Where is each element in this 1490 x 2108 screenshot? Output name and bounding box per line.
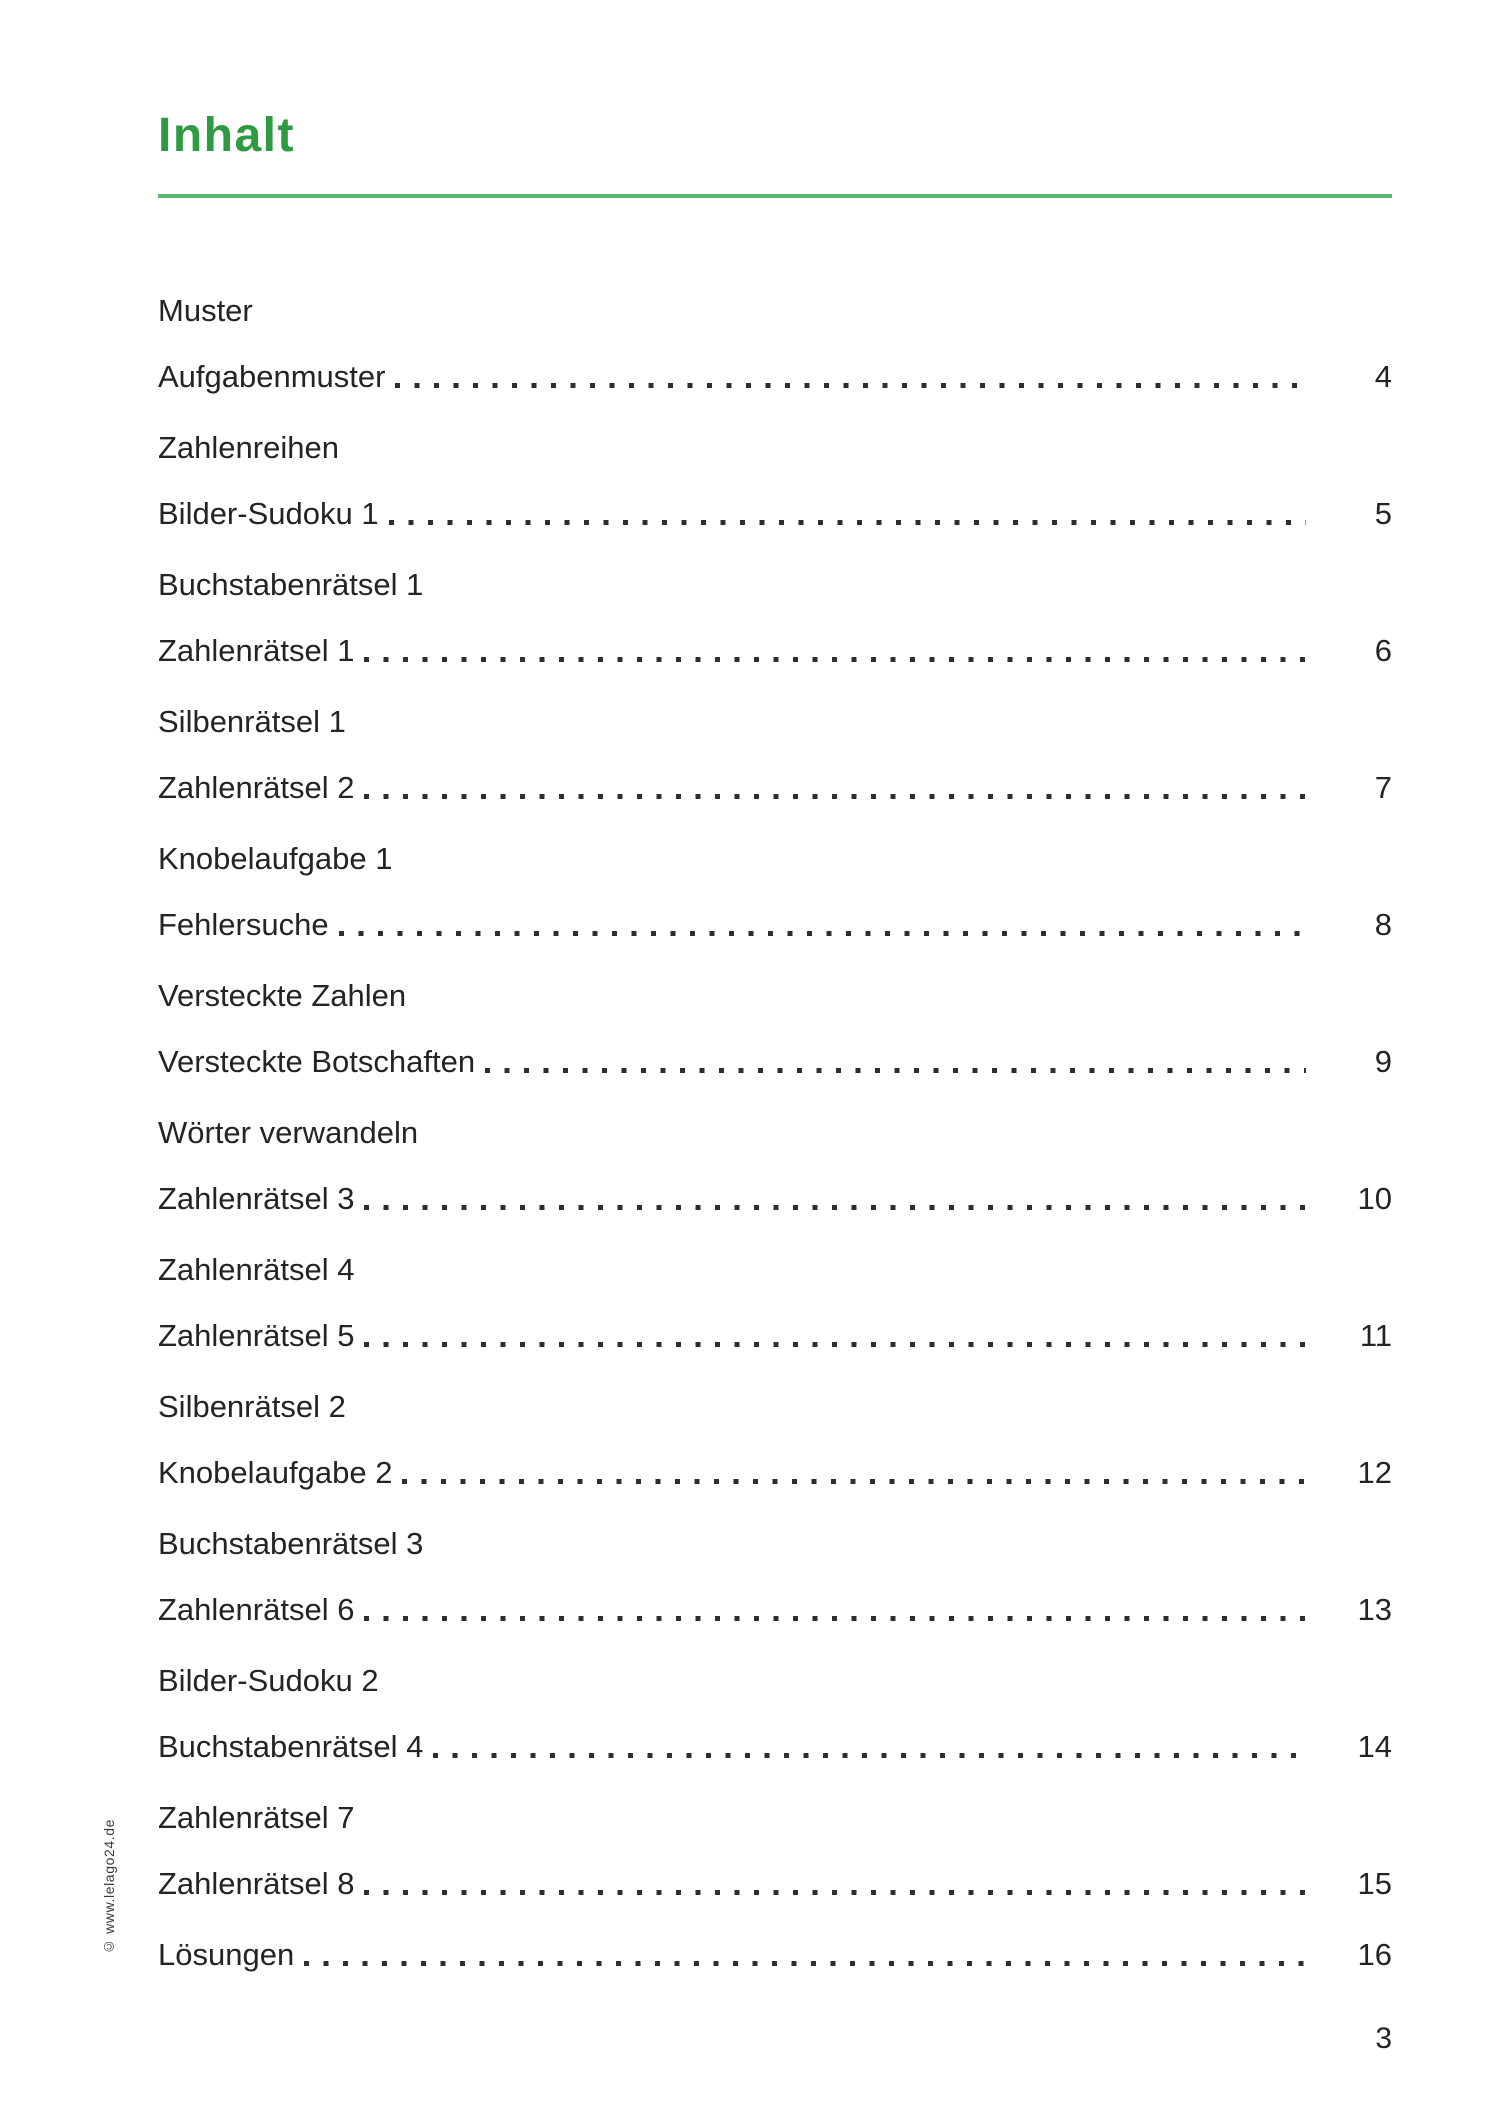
toc-entry-page-number: 10	[1357, 1181, 1392, 1216]
toc-entry-page-number: 15	[1357, 1866, 1392, 1901]
toc-entry-label: Silbenrätsel 2	[158, 1389, 346, 1424]
dot-leader	[402, 1479, 1306, 1484]
toc-entry-label: Silbenrätsel 1	[158, 704, 346, 739]
dot-leader	[364, 657, 1306, 662]
dot-leader	[433, 1753, 1306, 1758]
toc-entry-label: Zahlenrätsel 8	[158, 1866, 355, 1901]
dot-leader	[364, 1342, 1306, 1347]
toc-group: Zahlenrätsel 4 Zahlenrätsel 5 11	[158, 1237, 1392, 1369]
toc-entry-label: Wörter verwandeln	[158, 1115, 419, 1150]
toc-entry-page-number: 8	[1374, 907, 1392, 942]
toc-row: Zahlenrätsel 1 6	[158, 618, 1392, 684]
toc-entry-label: Buchstabenrätsel 4	[158, 1729, 424, 1764]
toc-row: Zahlenrätsel 7	[158, 1785, 1392, 1851]
toc-entry-label: Zahlenrätsel 2	[158, 770, 355, 805]
toc-entry-label: Bilder-Sudoku 2	[158, 1663, 379, 1698]
toc-row: Bilder-Sudoku 2	[158, 1648, 1392, 1714]
toc-group: Zahlenreihen Bilder-Sudoku 1 5	[158, 415, 1392, 547]
toc-group: Wörter verwandeln Zahlenrätsel 3 10	[158, 1100, 1392, 1232]
dot-leader	[304, 1961, 1306, 1966]
toc-row: Zahlenrätsel 8 15	[158, 1851, 1392, 1917]
dot-leader	[485, 1068, 1306, 1073]
toc-entry-page-number: 7	[1374, 770, 1392, 805]
toc-entry-page-number: 12	[1357, 1455, 1392, 1490]
toc-entry-label: Zahlenrätsel 7	[158, 1800, 355, 1835]
toc-entry-label: Zahlenrätsel 5	[158, 1318, 355, 1353]
toc-group: Lösungen 16	[158, 1922, 1392, 1988]
toc-entry-label: Knobelaufgabe 2	[158, 1455, 393, 1490]
toc-entry-page-number: 11	[1359, 1318, 1392, 1353]
footer-page-number: 3	[1375, 2022, 1392, 2055]
toc-entry-label: Muster	[158, 293, 253, 328]
toc-entry-page-number: 4	[1374, 359, 1392, 394]
toc-entry-label: Zahlenreihen	[158, 430, 339, 465]
toc-group: Muster Aufgabenmuster 4	[158, 278, 1392, 410]
toc-entry-label: Fehlersuche	[158, 907, 329, 942]
toc-entry-label: Zahlenrätsel 1	[158, 633, 355, 668]
toc-group: Buchstabenrätsel 3 Zahlenrätsel 6 13	[158, 1511, 1392, 1643]
toc-entry-label: Aufgabenmuster	[158, 359, 386, 394]
toc-entry-label: Versteckte Botschaften	[158, 1044, 476, 1079]
toc-entry-label: Lösungen	[158, 1937, 295, 1972]
toc-row: Knobelaufgabe 2 12	[158, 1440, 1392, 1506]
toc-entry-page-number: 9	[1374, 1044, 1392, 1079]
toc-row: Buchstabenrätsel 3	[158, 1511, 1392, 1577]
toc-group: Silbenrätsel 2 Knobelaufgabe 2 12	[158, 1374, 1392, 1506]
dot-leader	[364, 794, 1306, 799]
toc-group: Buchstabenrätsel 1 Zahlenrätsel 1 6	[158, 552, 1392, 684]
table-of-contents: Muster Aufgabenmuster 4 Zahlenreihen Bilder-…	[158, 278, 1392, 1993]
toc-row: Fehlersuche 8	[158, 892, 1392, 958]
toc-row: Buchstabenrätsel 4 14	[158, 1714, 1392, 1780]
toc-group: Versteckte Zahlen Versteckte Botschaften 9	[158, 963, 1392, 1095]
toc-row: Aufgabenmuster 4	[158, 344, 1392, 410]
dot-leader	[388, 520, 1306, 525]
dot-leader	[364, 1890, 1306, 1895]
toc-row: Knobelaufgabe 1	[158, 826, 1392, 892]
toc-row: Versteckte Botschaften 9	[158, 1029, 1392, 1095]
toc-entry-page-number: 6	[1374, 633, 1392, 668]
toc-row: Silbenrätsel 2	[158, 1374, 1392, 1440]
toc-row: Zahlenrätsel 6 13	[158, 1577, 1392, 1643]
dot-leader	[395, 383, 1306, 388]
toc-entry-page-number: 13	[1357, 1592, 1392, 1627]
toc-row: Muster	[158, 278, 1392, 344]
toc-entry-label: Buchstabenrätsel 1	[158, 567, 424, 602]
toc-group: Knobelaufgabe 1 Fehlersuche 8	[158, 826, 1392, 958]
toc-entry-label: Zahlenrätsel 4	[158, 1252, 355, 1287]
dot-leader	[364, 1205, 1306, 1210]
toc-entry-label: Versteckte Zahlen	[158, 978, 407, 1013]
toc-entry-label: Bilder-Sudoku 1	[158, 496, 379, 531]
toc-group: Zahlenrätsel 7 Zahlenrätsel 8 15	[158, 1785, 1392, 1917]
page-title: Inhalt	[158, 109, 295, 162]
toc-row: Zahlenrätsel 2 7	[158, 755, 1392, 821]
toc-row: Bilder-Sudoku 1 5	[158, 481, 1392, 547]
toc-row: Zahlenreihen	[158, 415, 1392, 481]
toc-entry-page-number: 16	[1357, 1937, 1392, 1972]
toc-row: Lösungen 16	[158, 1922, 1392, 1988]
toc-row: Silbenrätsel 1	[158, 689, 1392, 755]
toc-row: Versteckte Zahlen	[158, 963, 1392, 1029]
toc-row: Wörter verwandeln	[158, 1100, 1392, 1166]
toc-group: Silbenrätsel 1 Zahlenrätsel 2 7	[158, 689, 1392, 821]
title-underline-rule	[158, 194, 1392, 198]
toc-row: Zahlenrätsel 3 10	[158, 1166, 1392, 1232]
side-credit-text: © www.lelago24.de	[101, 1819, 117, 1955]
toc-entry-label: Zahlenrätsel 3	[158, 1181, 355, 1216]
toc-entry-label: Zahlenrätsel 6	[158, 1592, 355, 1627]
toc-entry-page-number: 5	[1374, 496, 1392, 531]
toc-group: Bilder-Sudoku 2 Buchstabenrätsel 4 14	[158, 1648, 1392, 1780]
toc-entry-label: Buchstabenrätsel 3	[158, 1526, 424, 1561]
dot-leader	[364, 1616, 1306, 1621]
toc-entry-page-number: 14	[1357, 1729, 1392, 1764]
toc-row: Buchstabenrätsel 1	[158, 552, 1392, 618]
toc-row: Zahlenrätsel 5 11	[158, 1303, 1392, 1369]
toc-entry-label: Knobelaufgabe 1	[158, 841, 393, 876]
dot-leader	[338, 931, 1306, 936]
toc-row: Zahlenrätsel 4	[158, 1237, 1392, 1303]
